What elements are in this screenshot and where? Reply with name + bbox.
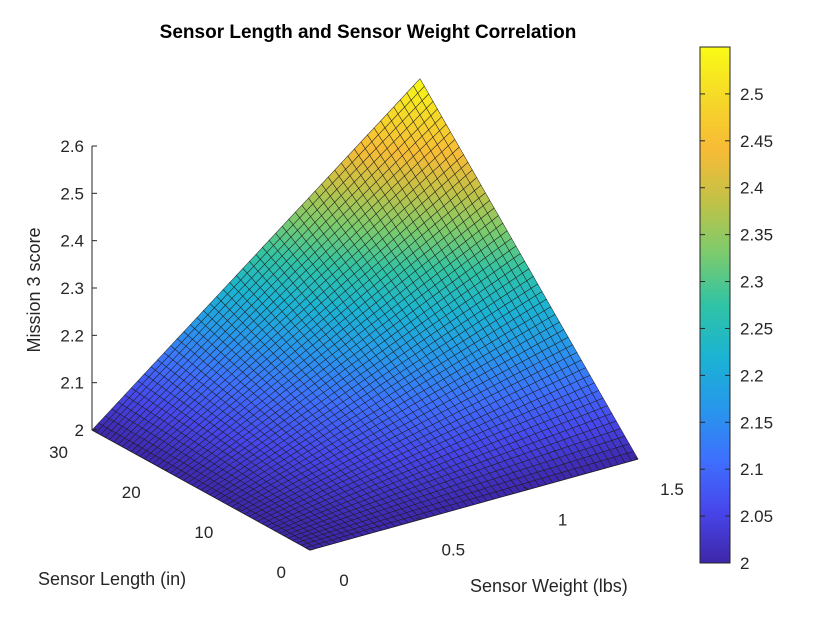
- surface-plot: 2 2.1 2.2 2.3 2.4 2.5 2.6 0 10 20 30 0 0.5 1 1.5 Mis…: [24, 78, 684, 596]
- colorbar-tick-label: 2.2: [740, 366, 764, 385]
- x-axis-label: Sensor Weight (lbs): [470, 576, 628, 596]
- y-tick-mark: [164, 468, 169, 471]
- colorbar-tick-label: 2.25: [740, 319, 773, 338]
- z-axis-label: Mission 3 score: [24, 227, 44, 352]
- y-axis-ticks: 0 10 20 30: [49, 428, 315, 582]
- x-tick-mark: [415, 517, 420, 521]
- colorbar-gradient: [699, 46, 731, 564]
- y-tick-mark: [91, 428, 97, 431]
- x-tick-mark: [305, 547, 311, 551]
- colorbar: 2 2.05 2.1 2.15 2.2 2.25 2.3 2.35 2.4 2.45 2.5: [699, 46, 773, 573]
- z-tick-label: 2: [75, 421, 84, 440]
- colorbar-tick-label: 2.35: [740, 226, 773, 245]
- x-tick-label: 0: [339, 571, 348, 590]
- colorbar-ticks: 2 2.05 2.1 2.15 2.2 2.25 2.3 2.35 2.4 2.45 2.5: [700, 85, 773, 573]
- surface-cell: [626, 451, 639, 462]
- y-tick-mark: [309, 548, 315, 551]
- colorbar-tick-label: 2.1: [740, 460, 764, 479]
- chart-title: Sensor Length and Sensor Weight Correlat…: [160, 22, 577, 43]
- surface-mesh: [91, 78, 639, 551]
- y-tick-label: 0: [277, 563, 286, 582]
- x-tick-mark: [633, 456, 639, 460]
- z-tick-label: 2.3: [60, 279, 84, 298]
- colorbar-tick-label: 2.15: [740, 413, 773, 432]
- z-tick-label: 2.5: [60, 184, 84, 203]
- colorbar-tick-label: 2.05: [740, 507, 773, 526]
- z-tick-label: 2.1: [60, 374, 84, 393]
- y-axis-label: Sensor Length (in): [38, 569, 186, 589]
- x-tick-label: 1: [558, 510, 567, 529]
- x-tick-label: 1.5: [660, 480, 684, 499]
- y-tick-label: 10: [194, 523, 213, 542]
- colorbar-tick-label: 2.45: [740, 132, 773, 151]
- z-tick-label: 2.4: [60, 232, 84, 251]
- colorbar-tick-label: 2: [740, 554, 749, 573]
- x-axis-ticks: 0 0.5 1 1.5: [305, 456, 684, 590]
- x-tick-mark: [524, 486, 529, 490]
- z-tick-label: 2.6: [60, 137, 84, 156]
- colorbar-tick-label: 2.5: [740, 85, 764, 104]
- x-tick-label: 0.5: [442, 541, 466, 560]
- y-tick-label: 20: [122, 483, 141, 502]
- z-axis-ticks: 2 2.1 2.2 2.3 2.4 2.5 2.6: [60, 137, 97, 440]
- y-tick-label: 30: [49, 443, 68, 462]
- colorbar-tick-label: 2.3: [740, 273, 764, 292]
- z-tick-label: 2.2: [60, 326, 84, 345]
- y-tick-mark: [237, 508, 242, 511]
- colorbar-tick-label: 2.4: [740, 179, 764, 198]
